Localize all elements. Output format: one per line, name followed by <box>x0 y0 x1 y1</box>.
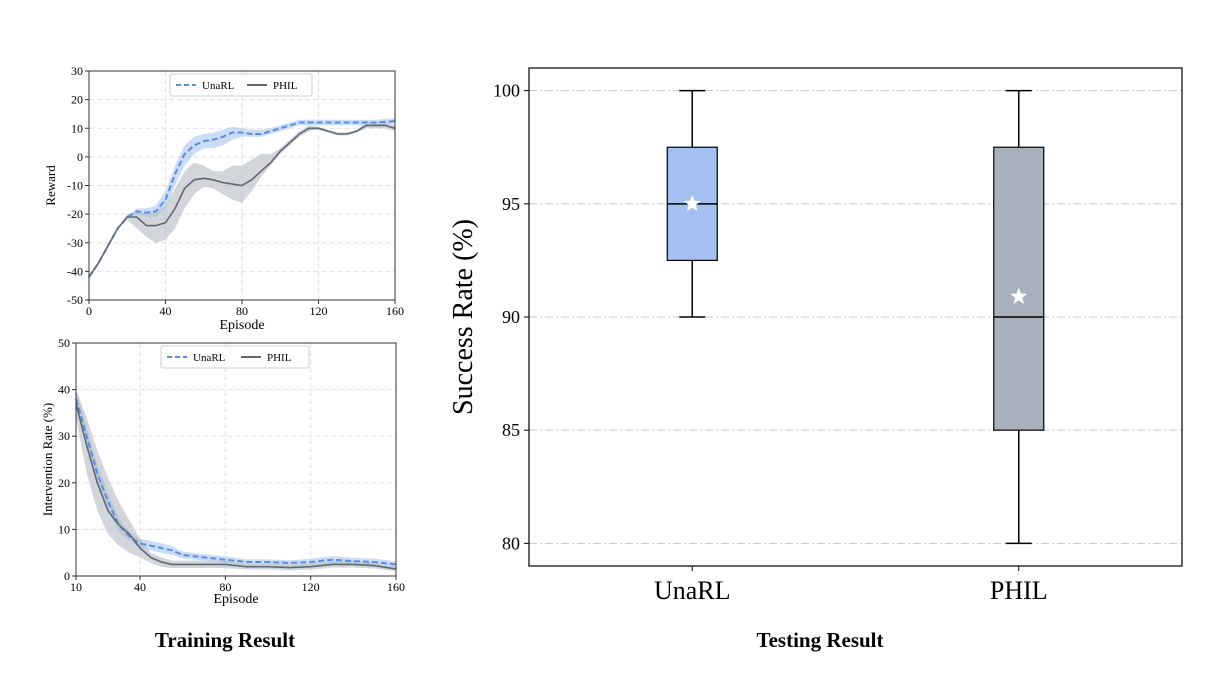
x-tick-label: PHIL <box>990 576 1048 605</box>
x-tick-label: 80 <box>219 580 231 594</box>
x-axis-label: Episode <box>213 592 258 607</box>
x-tick-label: 120 <box>310 304 328 318</box>
x-tick-label: 160 <box>386 304 404 318</box>
y-tick-label: -50 <box>67 293 83 307</box>
y-axis-label: Intervention Rate (%) <box>40 403 55 516</box>
y-axis-label: Success Rate (%) <box>448 219 479 415</box>
mean-star-unarl <box>683 194 701 212</box>
y-tick-label: 0 <box>77 150 83 164</box>
mean-star-phil <box>1010 287 1028 304</box>
legend-label-unarl: UnaRL <box>193 352 226 364</box>
x-tick-label: 80 <box>236 304 248 318</box>
x-axis-label: Episode <box>219 318 264 333</box>
y-tick-label: 10 <box>71 121 83 135</box>
x-tick-label: 160 <box>387 580 405 594</box>
y-tick-label: 20 <box>58 476 70 490</box>
legend-box <box>169 73 313 97</box>
legend-label-phil: PHIL <box>273 80 298 92</box>
y-tick-label: 80 <box>502 533 520 553</box>
x-tick-label: UnaRL <box>654 576 731 605</box>
confidence-band-phil <box>89 122 395 278</box>
y-tick-label: 20 <box>71 93 83 107</box>
legend-label-phil: PHIL <box>267 352 292 364</box>
y-tick-label: 100 <box>493 81 520 101</box>
y-tick-label: 0 <box>64 569 70 583</box>
y-tick-label: 10 <box>58 522 70 536</box>
y-tick-label: -30 <box>67 236 83 250</box>
x-tick-label: 40 <box>160 304 172 318</box>
training-result-caption: Training Result <box>154 628 296 652</box>
x-tick-label: 10 <box>70 580 82 594</box>
y-tick-label: 30 <box>58 429 70 443</box>
y-tick-label: -40 <box>67 264 83 278</box>
y-tick-label: -10 <box>67 179 83 193</box>
series-line-phil <box>75 403 397 570</box>
x-tick-label: 0 <box>86 304 92 318</box>
y-tick-label: 50 <box>58 336 70 350</box>
y-tick-label: 40 <box>58 383 70 397</box>
y-tick-label: 30 <box>71 64 83 78</box>
plot-frame <box>75 342 397 577</box>
y-axis-label: Reward <box>43 165 58 206</box>
legend-box <box>160 345 310 369</box>
series-line-phil <box>88 124 396 278</box>
y-tick-label: -20 <box>67 207 83 221</box>
testing-result-caption: Testing Result <box>756 628 884 652</box>
legend-label-unarl: UnaRL <box>202 80 235 92</box>
x-tick-label: 120 <box>302 580 320 594</box>
x-tick-label: 40 <box>134 580 146 594</box>
series-line-unarl <box>88 120 396 278</box>
confidence-band-phil <box>76 389 396 572</box>
y-tick-label: 85 <box>502 420 520 440</box>
y-tick-label: 95 <box>502 194 520 214</box>
y-tick-label: 90 <box>502 307 520 327</box>
